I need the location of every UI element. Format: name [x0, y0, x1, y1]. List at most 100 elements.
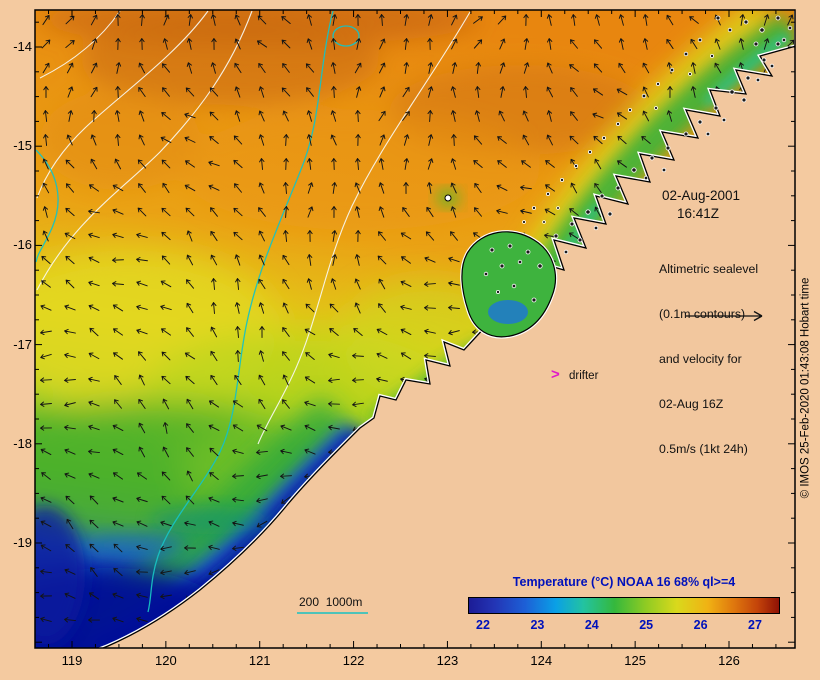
velocity-arrow: [88, 449, 100, 455]
velocity-arrow: [570, 111, 578, 121]
x-tick-label: 123: [436, 653, 459, 668]
velocity-arrow: [282, 302, 289, 314]
velocity-arrow: [378, 303, 386, 313]
velocity-arrow: [113, 567, 123, 577]
velocity-arrow: [162, 38, 169, 50]
island: [615, 185, 621, 191]
velocity-arrow: [115, 14, 121, 26]
velocity-arrow: [40, 401, 52, 407]
velocity-arrow: [306, 87, 314, 97]
velocity-arrow: [451, 14, 458, 26]
island: [511, 283, 517, 289]
velocity-arrow: [160, 328, 172, 336]
velocity-arrow: [186, 38, 193, 50]
island: [654, 106, 658, 110]
velocity-arrow: [90, 14, 98, 26]
island: [729, 89, 735, 95]
velocity-arrow: [305, 303, 315, 313]
island: [683, 51, 689, 57]
velocity-arrow: [571, 14, 577, 26]
velocity-arrow: [161, 255, 171, 265]
velocity-arrow: [185, 87, 195, 97]
velocity-arrow: [185, 207, 195, 217]
velocity-arrow: [547, 38, 553, 50]
velocity-arrow: [379, 38, 386, 50]
velocity-arrow: [402, 207, 410, 217]
island: [697, 119, 703, 125]
land-mass: [97, 10, 795, 648]
island: [713, 105, 719, 111]
velocity-arrow: [208, 569, 220, 576]
velocity-arrow: [112, 592, 124, 599]
velocity-arrow: [617, 135, 627, 145]
velocity-arrow: [593, 39, 603, 49]
velocity-arrow: [161, 159, 171, 169]
velocity-arrow: [64, 304, 76, 311]
velocity-arrow: [379, 14, 385, 26]
velocity-arrow: [739, 14, 746, 26]
velocity-arrow: [642, 62, 650, 74]
velocity-arrow: [331, 14, 338, 26]
velocity-arrow: [90, 134, 97, 146]
velocity-arrow: [281, 39, 291, 49]
velocity-arrow: [282, 327, 290, 337]
velocity-arrow: [568, 232, 580, 240]
velocity-arrow: [354, 302, 361, 314]
velocity-arrow: [523, 14, 529, 26]
velocity-arrow: [451, 134, 457, 146]
velocity-arrow: [210, 230, 218, 242]
velocity-arrow: [304, 448, 316, 455]
velocity-arrow: [162, 398, 170, 410]
velocity-arrow: [283, 134, 289, 146]
velocity-arrow: [523, 62, 530, 74]
velocity-arrow: [136, 232, 148, 238]
velocity-arrow: [594, 183, 602, 193]
velocity-arrow: [234, 374, 242, 386]
velocity-arrow: [258, 302, 265, 314]
velocity-arrow: [642, 14, 649, 26]
velocity-arrow: [280, 424, 292, 431]
velocity-arrow: [569, 135, 579, 145]
velocity-arrow: [331, 86, 337, 98]
colorbar-title: Temperature (°C) NOAA 16 68% ql>=4: [512, 575, 736, 589]
velocity-arrow: [162, 63, 170, 73]
info-line: Altimetric sealevel: [659, 262, 759, 276]
velocity-arrow: [282, 254, 290, 266]
velocity-arrow: [499, 86, 506, 98]
velocity-scale-arrow: [686, 310, 763, 322]
y-tick-label: -16: [13, 237, 32, 253]
velocity-arrow: [617, 160, 627, 168]
velocity-arrow: [258, 134, 265, 146]
velocity-arrow: [88, 400, 100, 407]
velocity-arrow: [593, 63, 603, 73]
velocity-arrow: [234, 302, 241, 314]
velocity-arrow: [136, 304, 148, 310]
velocity-arrow: [427, 158, 434, 170]
velocity-arrow: [378, 206, 385, 218]
velocity-arrow: [114, 399, 122, 409]
velocity-arrow: [403, 182, 409, 194]
velocity-arrow: [355, 38, 362, 50]
velocity-arrow: [594, 14, 601, 26]
velocity-arrow: [305, 63, 315, 73]
velocity-arrow: [474, 207, 482, 217]
velocity-arrow: [256, 520, 268, 528]
velocity-arrow: [65, 159, 75, 169]
velocity-arrow: [258, 207, 266, 217]
velocity-arrow: [88, 592, 100, 600]
velocity-arrow: [570, 39, 578, 49]
velocity-arrow: [450, 86, 457, 98]
x-tick-label: 125: [624, 653, 646, 668]
velocity-arrow: [328, 377, 340, 383]
velocity-arrow: [90, 567, 98, 577]
velocity-arrow: [42, 14, 50, 26]
y-tick-label: -15: [13, 138, 32, 154]
x-tick-label: 122: [342, 653, 365, 668]
observation-time: 16:41Z: [677, 206, 720, 221]
velocity-arrow: [160, 280, 172, 288]
velocity-arrow: [89, 543, 99, 553]
x-tick-label: 124: [530, 653, 553, 668]
depth-legend: 200 1000m: [299, 595, 363, 609]
velocity-arrow: [186, 447, 194, 457]
